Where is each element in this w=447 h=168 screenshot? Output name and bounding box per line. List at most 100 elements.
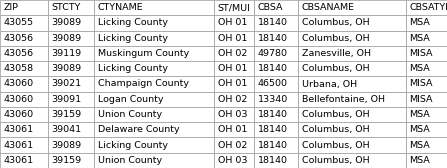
- Text: Logan County: Logan County: [97, 95, 163, 104]
- Text: 43058: 43058: [4, 64, 34, 73]
- Bar: [48, 0, 94, 15]
- Bar: [254, 122, 298, 137]
- Text: 18140: 18140: [257, 18, 287, 27]
- Text: MSA: MSA: [409, 18, 430, 27]
- Bar: [48, 122, 94, 137]
- Text: 18140: 18140: [257, 125, 287, 134]
- Text: CTYNAME: CTYNAME: [97, 3, 143, 12]
- Text: 43060: 43060: [4, 79, 34, 89]
- Text: OH 03: OH 03: [218, 110, 247, 119]
- Text: 39159: 39159: [51, 156, 82, 165]
- Text: Union County: Union County: [97, 110, 162, 119]
- Bar: [254, 137, 298, 153]
- Text: 49780: 49780: [257, 49, 287, 58]
- Bar: [254, 61, 298, 76]
- Bar: [406, 0, 447, 15]
- Bar: [0, 15, 48, 31]
- Bar: [254, 92, 298, 107]
- Text: 43060: 43060: [4, 95, 34, 104]
- Bar: [254, 76, 298, 92]
- Bar: [214, 76, 254, 92]
- Text: CBSA: CBSA: [257, 3, 283, 12]
- Bar: [48, 137, 94, 153]
- Text: 13340: 13340: [257, 95, 288, 104]
- Bar: [298, 153, 406, 168]
- Text: 18140: 18140: [257, 110, 287, 119]
- Text: 39091: 39091: [51, 95, 82, 104]
- Bar: [94, 61, 214, 76]
- Text: OH 01: OH 01: [218, 79, 247, 89]
- Text: Licking County: Licking County: [97, 64, 168, 73]
- Bar: [48, 76, 94, 92]
- Text: OH 02: OH 02: [218, 49, 247, 58]
- Text: Union County: Union County: [97, 156, 162, 165]
- Text: 39119: 39119: [51, 49, 82, 58]
- Bar: [94, 92, 214, 107]
- Bar: [214, 92, 254, 107]
- Bar: [298, 137, 406, 153]
- Text: Urbana, OH: Urbana, OH: [302, 79, 357, 89]
- Bar: [48, 107, 94, 122]
- Bar: [94, 31, 214, 46]
- Text: MSA: MSA: [409, 64, 430, 73]
- Bar: [0, 31, 48, 46]
- Text: OH 01: OH 01: [218, 125, 247, 134]
- Bar: [0, 61, 48, 76]
- Text: Delaware County: Delaware County: [97, 125, 179, 134]
- Text: MSA: MSA: [409, 156, 430, 165]
- Text: MISA: MISA: [409, 95, 433, 104]
- Bar: [214, 122, 254, 137]
- Text: 18140: 18140: [257, 64, 287, 73]
- Text: MISA: MISA: [409, 49, 433, 58]
- Text: 43061: 43061: [4, 141, 34, 150]
- Bar: [214, 0, 254, 15]
- Bar: [254, 31, 298, 46]
- Text: 18140: 18140: [257, 34, 287, 43]
- Bar: [406, 46, 447, 61]
- Bar: [0, 46, 48, 61]
- Text: Licking County: Licking County: [97, 34, 168, 43]
- Bar: [214, 137, 254, 153]
- Bar: [0, 137, 48, 153]
- Text: CBSATYPE: CBSATYPE: [409, 3, 447, 12]
- Bar: [214, 46, 254, 61]
- Bar: [298, 31, 406, 46]
- Bar: [406, 31, 447, 46]
- Text: 39041: 39041: [51, 125, 82, 134]
- Bar: [254, 46, 298, 61]
- Bar: [94, 15, 214, 31]
- Bar: [298, 15, 406, 31]
- Bar: [0, 107, 48, 122]
- Text: STCTY: STCTY: [51, 3, 81, 12]
- Bar: [48, 61, 94, 76]
- Bar: [254, 15, 298, 31]
- Bar: [214, 61, 254, 76]
- Bar: [94, 122, 214, 137]
- Text: 43060: 43060: [4, 110, 34, 119]
- Bar: [0, 92, 48, 107]
- Text: Licking County: Licking County: [97, 141, 168, 150]
- Text: Licking County: Licking County: [97, 18, 168, 27]
- Bar: [214, 15, 254, 31]
- Bar: [214, 107, 254, 122]
- Bar: [48, 15, 94, 31]
- Text: OH 02: OH 02: [218, 95, 247, 104]
- Bar: [0, 153, 48, 168]
- Bar: [298, 76, 406, 92]
- Text: Columbus, OH: Columbus, OH: [302, 34, 369, 43]
- Bar: [406, 15, 447, 31]
- Bar: [406, 153, 447, 168]
- Bar: [48, 46, 94, 61]
- Bar: [94, 107, 214, 122]
- Bar: [94, 76, 214, 92]
- Text: 39159: 39159: [51, 110, 82, 119]
- Bar: [94, 46, 214, 61]
- Bar: [254, 0, 298, 15]
- Text: 43056: 43056: [4, 34, 34, 43]
- Bar: [254, 153, 298, 168]
- Bar: [298, 61, 406, 76]
- Bar: [406, 76, 447, 92]
- Text: Columbus, OH: Columbus, OH: [302, 110, 369, 119]
- Text: 18140: 18140: [257, 141, 287, 150]
- Text: OH 02: OH 02: [218, 141, 247, 150]
